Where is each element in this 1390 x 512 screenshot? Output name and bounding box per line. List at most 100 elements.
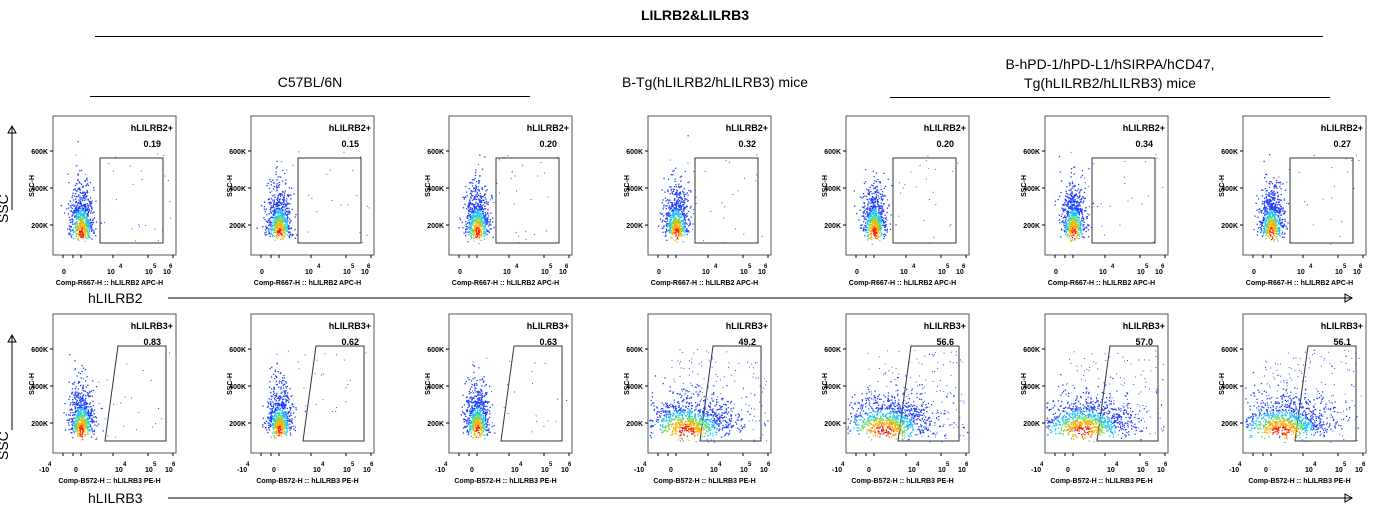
r1p6-event-dot xyxy=(1077,188,1079,190)
r1p6-event-dot xyxy=(1078,204,1080,206)
r1p1-event-dot xyxy=(79,221,82,223)
r1p3-event-dot xyxy=(484,196,486,199)
r1p5-event-dot xyxy=(866,220,869,223)
r1p1-event-dot xyxy=(81,207,84,209)
r1p7-event-dot xyxy=(1276,209,1278,212)
r1p4-event-dot xyxy=(670,201,672,204)
r1p5-event-dot xyxy=(871,216,874,218)
r1p2-event-dot xyxy=(270,222,272,224)
r1p6-event-dot xyxy=(1084,187,1086,190)
r1p5-event-dot xyxy=(869,215,871,218)
r1p5-event-dot xyxy=(878,204,880,207)
r1p3-event-dot xyxy=(474,207,476,209)
r1p4-event-dot xyxy=(682,226,685,228)
r1p2-event-dot xyxy=(270,225,272,227)
r1p4-event-dot xyxy=(668,229,670,232)
r1p6-event-dot xyxy=(1072,224,1074,227)
r1p1-event-dot xyxy=(85,203,87,206)
r1p7-event-dot xyxy=(1273,232,1275,234)
r1p7-event-dot xyxy=(1276,230,1278,232)
r1p4-event-dot xyxy=(680,213,682,215)
r1p5-event-dot xyxy=(869,209,871,211)
r1p4-event-dot xyxy=(686,192,688,194)
r1p3-event-dot xyxy=(468,228,470,230)
r1p1-event-dot xyxy=(83,234,86,237)
r1p3-event-dot xyxy=(479,231,482,233)
r1p1-event-dot xyxy=(87,214,89,216)
r1p5-event-dot xyxy=(885,218,887,220)
r1p1-event-dot xyxy=(75,214,77,216)
r1p7-event-dot xyxy=(1276,233,1278,235)
r1p3-event-dot xyxy=(475,220,477,222)
r1p6-event-dot xyxy=(1064,220,1066,222)
r1p3-event-dot xyxy=(481,219,483,221)
r1p2-event-dot xyxy=(282,220,284,222)
r1p6-event-dot xyxy=(1058,155,1061,158)
r1p1-event-dot xyxy=(74,222,76,224)
r1p2-xtick-label: 4 xyxy=(317,264,321,270)
r1p2-event-dot xyxy=(284,225,286,227)
r1p2-event-dot xyxy=(280,226,282,228)
r1p5-event-dot xyxy=(882,219,884,221)
r1p1-event-dot xyxy=(86,220,88,222)
r1p3-event-dot xyxy=(476,195,479,198)
r1p2-event-dot xyxy=(285,219,288,221)
r1p4-event-dot xyxy=(666,225,668,227)
r1p6-event-dot xyxy=(1079,191,1081,193)
r1p4-event-dot xyxy=(685,229,687,232)
r1p6-event-dot xyxy=(1060,236,1062,238)
r1p5-event-dot xyxy=(881,232,883,235)
r1p6-event-dot xyxy=(1080,176,1082,178)
r1p6-event-dot xyxy=(1069,194,1071,196)
r1p1-event-dot xyxy=(82,224,84,227)
r1p1-event-dot xyxy=(78,187,81,190)
r1p2-event-dot xyxy=(274,235,276,237)
r1p1-event-dot xyxy=(74,211,76,213)
r1p1-event-dot xyxy=(71,236,73,238)
r1p6-event-dot xyxy=(1081,209,1083,211)
r1p6-event-dot xyxy=(1068,228,1071,230)
r1p7-event-dot xyxy=(1269,194,1271,196)
r1p3-event-dot xyxy=(472,179,474,181)
r1p6-event-dot xyxy=(1074,200,1076,202)
r1p7-event-dot xyxy=(1282,226,1284,228)
r1p5-xtick-label: 6 xyxy=(962,264,966,270)
r1p7-event-dot xyxy=(1269,181,1271,183)
r1p3-event-dot xyxy=(475,229,477,231)
r1p2-event-dot xyxy=(286,203,288,205)
r1p2-event-dot xyxy=(275,231,277,234)
r1p2-event-dot xyxy=(277,201,279,203)
r1p2-event-dot xyxy=(280,212,282,214)
r1p1-event-dot xyxy=(63,212,66,214)
r1p7-event-dot xyxy=(1275,225,1277,228)
r1p4-event-dot xyxy=(677,202,679,204)
r1p4-event-dot xyxy=(665,234,667,236)
r1p1-event-dot xyxy=(76,217,78,220)
r1p3-event-dot xyxy=(486,189,488,191)
r1p7-sparse-event-dot xyxy=(1351,159,1353,161)
r1p1-event-dot xyxy=(85,236,87,238)
r1p4-event-dot xyxy=(678,227,680,229)
r1p5-event-dot xyxy=(869,229,871,231)
r1p2-sparse-event-dot xyxy=(359,232,361,234)
r1p1-event-dot xyxy=(89,197,92,199)
r1p2-xlabel: Comp-R667-H :: hLILRB2 APC-H xyxy=(254,280,361,287)
r1p6-event-dot xyxy=(1060,180,1063,182)
r1p7-event-dot xyxy=(1282,208,1284,210)
r1p6-event-dot xyxy=(1077,210,1079,212)
r1p1-event-dot xyxy=(79,224,81,226)
r1p3-event-dot xyxy=(470,193,472,195)
r1p6-event-dot xyxy=(1076,190,1078,192)
r1p7-ylabel: SSC-H xyxy=(1219,175,1226,197)
r1p4-event-dot xyxy=(677,209,679,211)
r1p2-event-dot xyxy=(270,226,273,228)
r1p1-event-dot xyxy=(77,202,80,204)
r1p3-event-dot xyxy=(471,203,474,205)
r1p1-event-dot xyxy=(78,199,80,201)
r1p7-event-dot xyxy=(1267,220,1269,223)
r1p1-event-dot xyxy=(85,185,87,187)
r1p5-event-dot xyxy=(865,229,867,231)
r1p4-event-dot xyxy=(674,178,676,180)
r1p7-event-dot xyxy=(1274,217,1276,219)
r1p2-event-dot xyxy=(278,227,280,230)
